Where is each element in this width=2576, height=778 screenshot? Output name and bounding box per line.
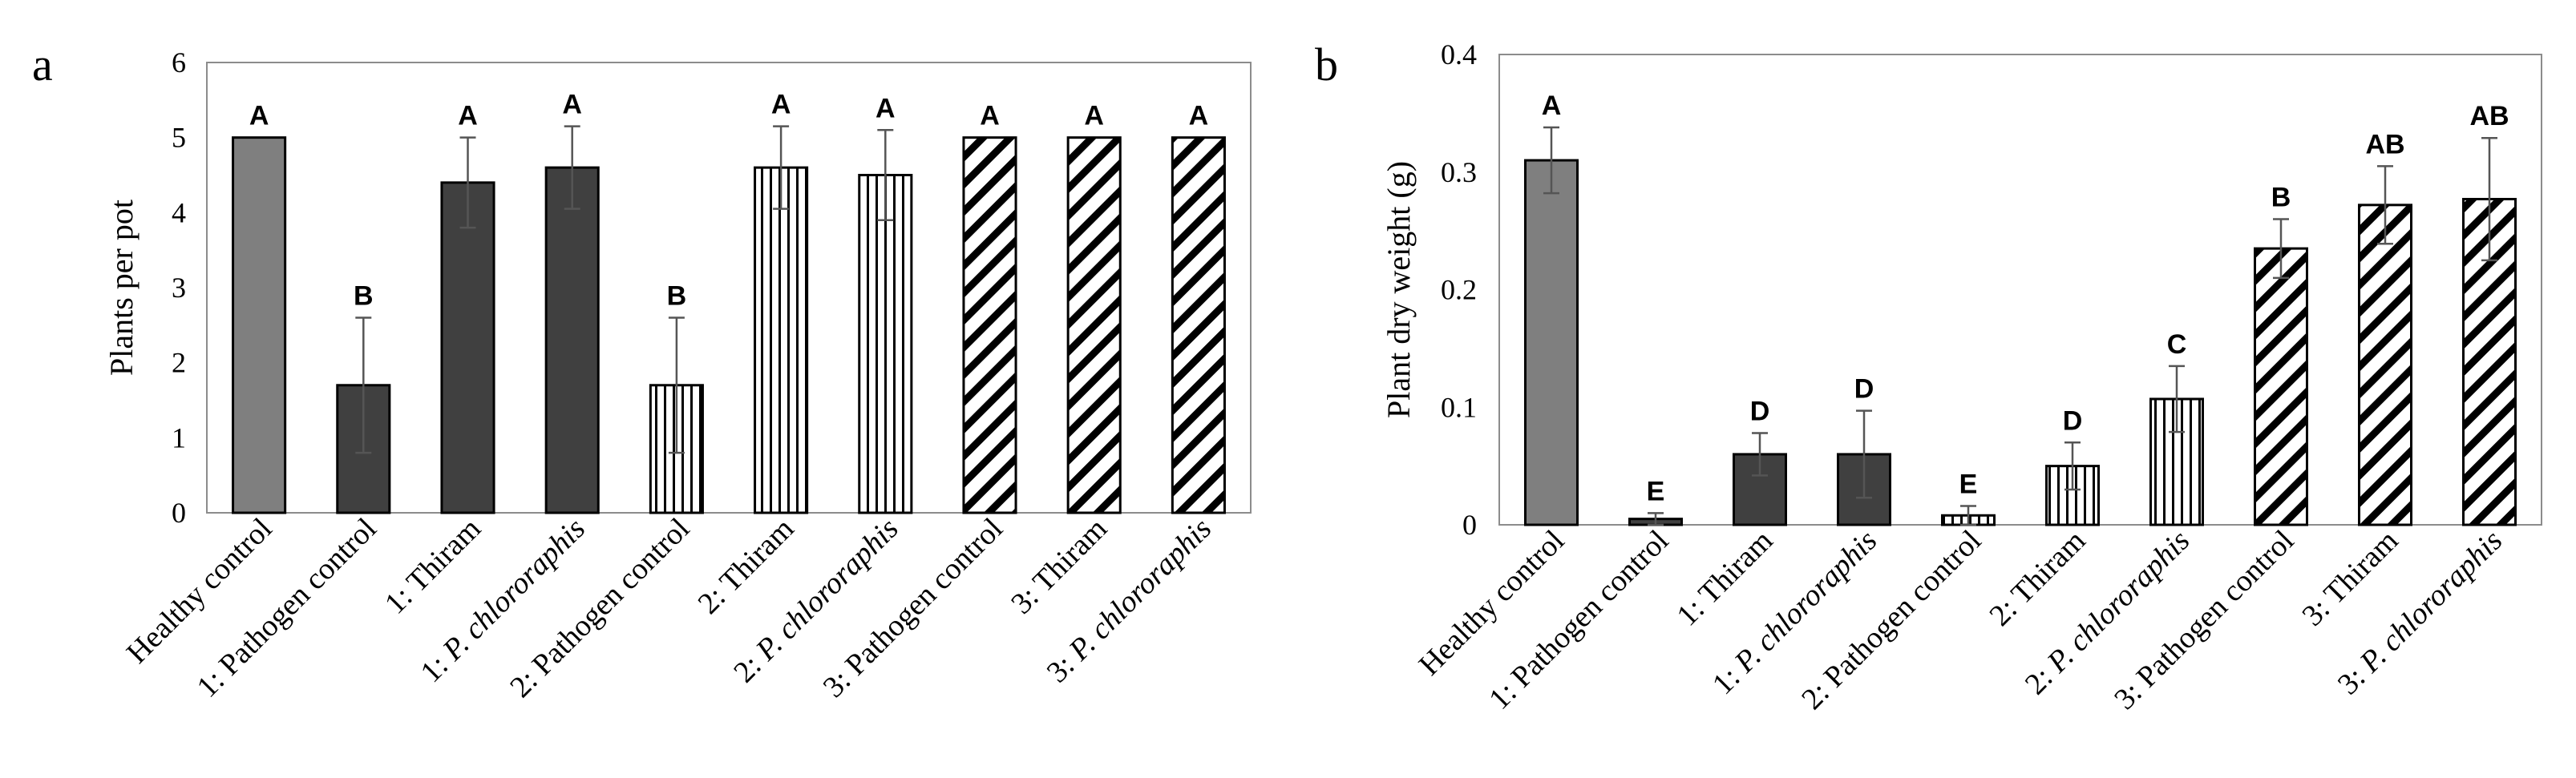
plot-area [1498,54,2542,526]
y-tick-label: 0 [1462,509,1477,541]
bar [754,166,809,514]
category-label: 1: Pathogen control [1482,524,1675,716]
category-label: 3: Pathogen control [817,512,1009,704]
significance-letter: B [354,280,374,311]
significance-letter: AB [2469,101,2509,131]
category-label: 1: Pathogen control [191,512,383,704]
bar [2254,247,2308,526]
y-tick-label: 1 [172,421,186,453]
error-bar [1648,512,1664,526]
significance-letter: A [876,93,896,123]
y-tick-label: 6 [172,46,186,79]
significance-letter: D [1750,397,1770,427]
plot-area [206,62,1252,514]
significance-letter: D [1854,374,1874,405]
error-bar [2273,218,2289,280]
category-label: 2: Pathogen control [1795,524,1988,716]
significance-letter: A [1189,101,1209,131]
bar [1171,136,1226,514]
bar [962,136,1017,514]
error-bar [773,125,790,210]
significance-letter: A [1542,91,1562,121]
category-label: 3: Pathogen control [2108,524,2300,716]
error-bar [877,129,894,221]
y-axis-title: Plants per pot [103,200,140,376]
significance-letter: AB [2365,129,2404,159]
category-label: 1: Thiram [378,512,487,621]
error-bar [355,316,372,454]
bar [1524,159,1579,526]
y-tick-label: 0.1 [1441,391,1477,423]
error-bar [564,125,580,210]
bar [858,174,913,514]
category-label: 1: Thiram [1670,524,1779,633]
significance-letter: D [2063,405,2083,436]
category-label: 2: Thiram [1983,524,2092,633]
panel-letter: b [1315,38,1338,91]
panel-letter: a [32,38,53,91]
bar [1066,136,1122,514]
error-bar [1960,505,1976,526]
error-bar [2481,136,2497,262]
category-label: 2: Pathogen control [503,512,696,704]
y-tick-label: 0 [172,497,186,529]
significance-letter: E [1647,476,1665,506]
y-tick-label: 2 [172,347,186,379]
y-tick-label: 0.4 [1441,38,1477,71]
error-bar [459,136,476,229]
bar [440,181,495,514]
category-label: 3: Thiram [2295,524,2404,633]
error-bar [1856,409,1872,499]
significance-letter: A [1084,101,1104,131]
y-tick-label: 0.3 [1441,156,1477,188]
significance-letter: C [2167,329,2187,360]
y-tick-label: 5 [172,122,186,154]
error-bar [668,316,685,454]
y-tick-label: 0.2 [1441,274,1477,306]
y-tick-label: 4 [172,196,186,228]
significance-letter: A [249,101,269,131]
error-bar [2377,165,2393,245]
significance-letter: B [2271,182,2291,212]
category-label: 3: Thiram [1005,512,1114,621]
category-label: 2: Thiram [692,512,801,621]
significance-letter: B [667,280,687,311]
error-bar [1752,432,1768,477]
significance-letter: A [562,90,582,120]
error-bar [2064,441,2081,491]
significance-letter: A [980,101,1000,131]
bar [2358,204,2412,526]
significance-letter: E [1959,470,1978,500]
significance-letter: A [771,90,791,120]
bar [232,136,287,514]
significance-letter: A [458,101,478,131]
y-tick-label: 3 [172,272,186,304]
bar [544,166,600,514]
y-axis-title: Plant dry weight (g) [1381,161,1417,418]
error-bar [2169,365,2185,433]
error-bar [1543,126,1559,195]
